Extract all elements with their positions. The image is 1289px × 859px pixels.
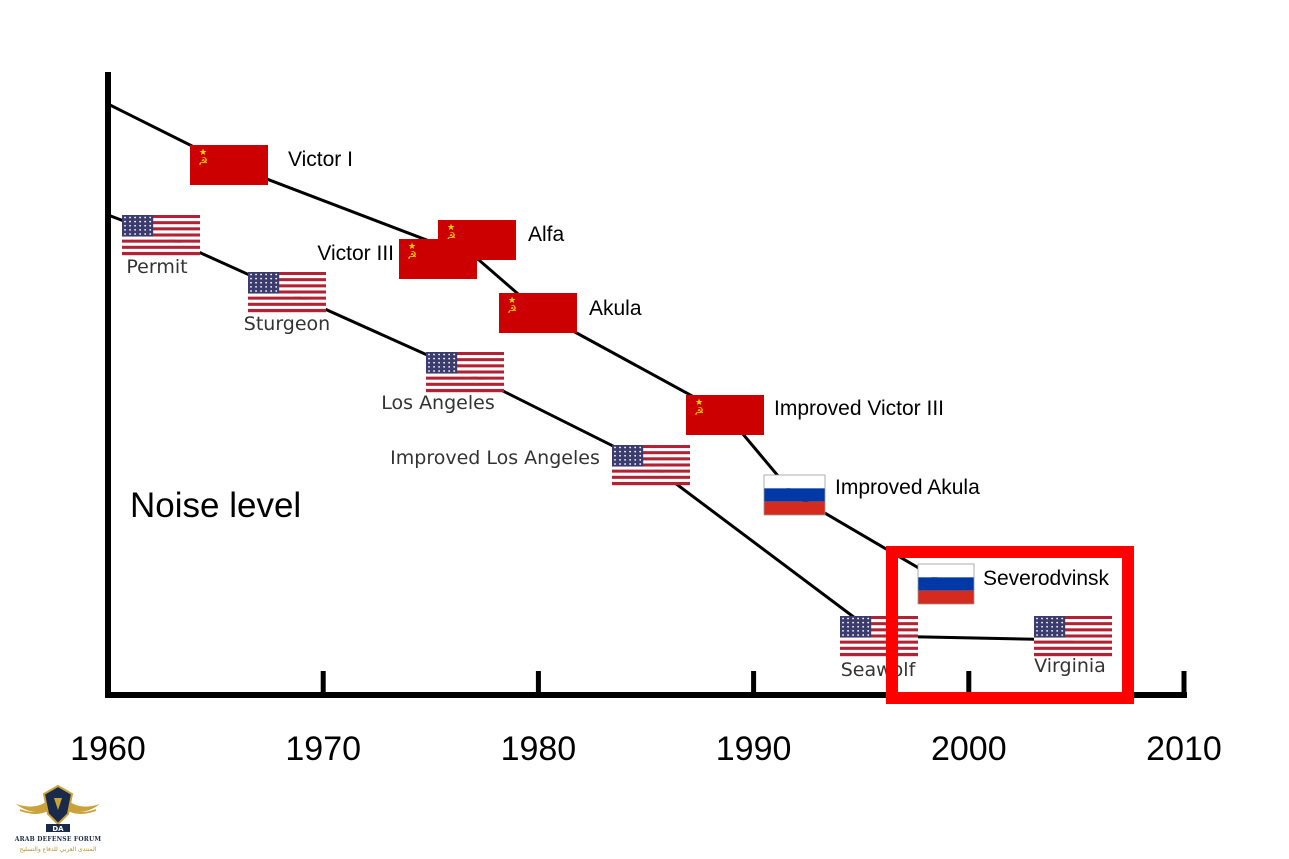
flag-los-angeles (426, 352, 504, 393)
x-tick-label-1980: 1980 (501, 730, 577, 768)
svg-text:★: ★ (199, 148, 207, 158)
svg-text:☭: ☭ (446, 230, 456, 243)
svg-text:☭: ☭ (198, 155, 208, 168)
label-alfa: Alfa (528, 223, 565, 246)
svg-text:☭: ☭ (694, 405, 704, 418)
svg-text:☭: ☭ (407, 249, 417, 262)
label-seawolf: Seawolf (841, 659, 917, 681)
flag-victor-iii: ★☭ (399, 239, 477, 279)
y-axis-label: Noise level (130, 486, 301, 525)
highlight-box (886, 546, 1134, 704)
flag-improved-victor-iii: ★☭ (686, 395, 764, 435)
label-akula: Akula (589, 297, 642, 320)
logo-title-en: ARAB DEFENSE FORUM (14, 836, 102, 843)
svg-text:★: ★ (508, 296, 516, 306)
label-improved-los-angeles: Improved Los Angeles (390, 447, 600, 469)
eagle-emblem-icon: DA (16, 784, 100, 833)
label-virginia: Virginia (1034, 655, 1106, 677)
x-tick-label-1990: 1990 (716, 730, 792, 768)
label-improved-akula: Improved Akula (835, 476, 980, 499)
svg-text:DA: DA (52, 825, 64, 833)
logo-title-ar: المنتدى العربي للدفاع والتسليح (19, 846, 97, 853)
label-permit: Permit (126, 256, 187, 278)
x-tick-label-2010: 2010 (1146, 730, 1222, 768)
flag-improved-akula (763, 474, 826, 516)
x-tick-label-2000: 2000 (931, 730, 1007, 768)
label-los-angeles: Los Angeles (381, 392, 494, 414)
svg-text:★: ★ (447, 223, 455, 233)
flag-virginia (1034, 616, 1112, 657)
label-improved-victor-iii: Improved Victor III (774, 397, 944, 420)
label-severodvinsk: Severodvinsk (983, 567, 1110, 590)
flag-akula: ★☭ (499, 293, 577, 333)
label-sturgeon: Sturgeon (244, 313, 330, 335)
x-tick-label-1960: 1960 (70, 730, 146, 768)
flag-sturgeon (248, 272, 326, 313)
flag-seawolf (840, 616, 918, 657)
arab-defense-forum-logo: DA ARAB DEFENSE FORUM المنتدى العربي للد… (8, 780, 108, 856)
flag-victor-i: ★☭ (190, 145, 268, 185)
x-tick-label-1970: 1970 (285, 730, 361, 768)
svg-text:☭: ☭ (507, 303, 517, 316)
svg-text:★: ★ (695, 398, 703, 408)
flag-improved-los-angeles (612, 445, 690, 486)
svg-text:★: ★ (408, 242, 416, 252)
label-victor-i: Victor I (288, 148, 353, 171)
label-victor-iii: Victor III (317, 242, 394, 265)
flag-permit (122, 215, 200, 256)
flag-severodvinsk (917, 563, 975, 605)
